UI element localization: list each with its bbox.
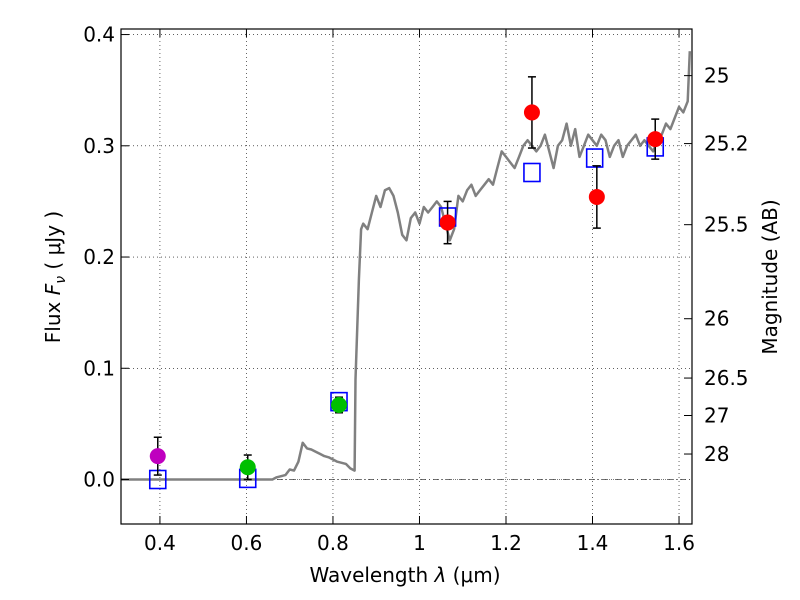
observed-photometry-point (647, 131, 664, 148)
y-axis-label: Flux Fν ( μJy ) (41, 211, 69, 343)
observed-photometry-point (331, 396, 348, 413)
axis-ticks (121, 29, 692, 524)
magnitude-tick-labels: 25 25.2 25.5 26 26.5 27 28 (704, 64, 749, 466)
observed-photometry-layer (149, 76, 664, 481)
y-tick-label: 0.3 (83, 134, 115, 158)
observed-photometry-point (239, 459, 256, 476)
plot-frame (120, 28, 693, 525)
x-axis-label: Wavelength λ (μm) (309, 563, 500, 587)
model-photometry-layer (148, 137, 665, 490)
x-tick-label: 1.4 (577, 531, 609, 555)
y2-tick-label: 25.5 (704, 213, 749, 237)
y2-tick-label: 26 (704, 307, 729, 331)
y-tick-labels: 0.0 0.1 0.2 0.3 0.4 (83, 23, 115, 492)
model-spectrum-layer (121, 51, 692, 481)
y-tick-label: 0.4 (83, 23, 115, 47)
model-photometry-square (585, 148, 604, 168)
x-tick-label: 1.2 (490, 531, 522, 555)
observed-photometry-point (149, 448, 166, 465)
y2-tick-label: 27 (704, 403, 729, 427)
observed-photometry-point (439, 214, 456, 231)
x-tick-label: 0.8 (317, 531, 349, 555)
y2-axis-label: Magnitude (AB) (758, 199, 782, 354)
y2-tick-label: 25.2 (704, 132, 749, 156)
grid-lines (121, 29, 692, 524)
x-tick-labels: 0.4 0.6 0.8 1 1.2 1.4 1.6 (144, 531, 695, 555)
y2-tick-label: 25 (704, 64, 729, 88)
x-tick-label: 1 (413, 531, 426, 555)
observed-photometry-point (523, 104, 540, 121)
y-tick-label: 0.1 (83, 356, 115, 380)
x-tick-label: 1.6 (663, 531, 695, 555)
model-spectrum-line (121, 51, 692, 481)
y2-tick-label: 26.5 (704, 366, 749, 390)
observed-photometry-point (588, 188, 605, 205)
x-tick-label: 0.6 (231, 531, 263, 555)
y2-tick-label: 28 (704, 442, 729, 466)
y-tick-label: 0.0 (83, 468, 115, 492)
y-tick-label: 0.2 (83, 245, 115, 269)
x-tick-label: 0.4 (144, 531, 176, 555)
model-photometry-square (523, 162, 541, 183)
